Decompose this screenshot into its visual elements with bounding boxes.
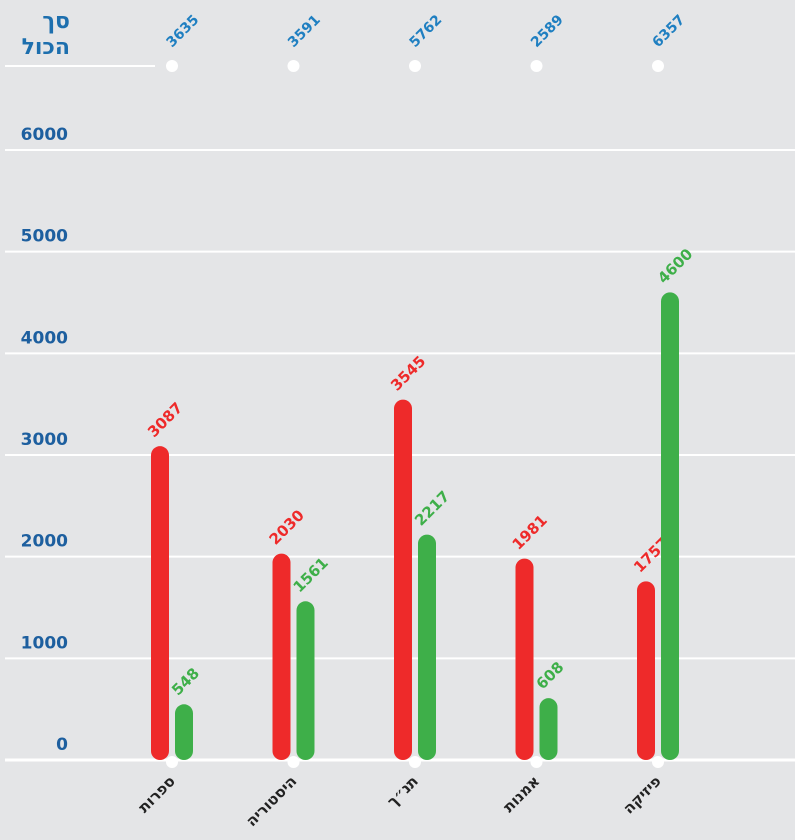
y-tick-label: 3000 [21,430,68,450]
total-dot [287,60,300,72]
total-dot [652,60,664,72]
total-label: הכול [22,35,70,60]
bar [394,399,412,760]
base-dot [287,756,300,768]
bar [272,553,291,760]
bar [637,581,655,760]
bar [539,698,558,760]
y-tick-label: 5000 [21,227,68,247]
total-label: סך [42,9,70,34]
y-tick-label: 6000 [21,125,68,145]
y-tick-label: 2000 [21,532,68,552]
base-dot [652,756,664,768]
y-tick-label: 0 [56,735,68,755]
bar [175,704,193,760]
base-dot [530,756,543,768]
total-dot [166,60,178,72]
bar [515,558,534,760]
bar [296,601,315,760]
bar [661,292,679,760]
y-tick-label: 1000 [21,633,68,653]
base-dot [166,756,178,768]
bar [418,534,436,760]
base-dot [409,756,421,768]
bar [151,446,169,760]
total-dot [409,60,421,72]
total-dot [530,60,543,72]
y-tick-label: 4000 [21,328,68,348]
